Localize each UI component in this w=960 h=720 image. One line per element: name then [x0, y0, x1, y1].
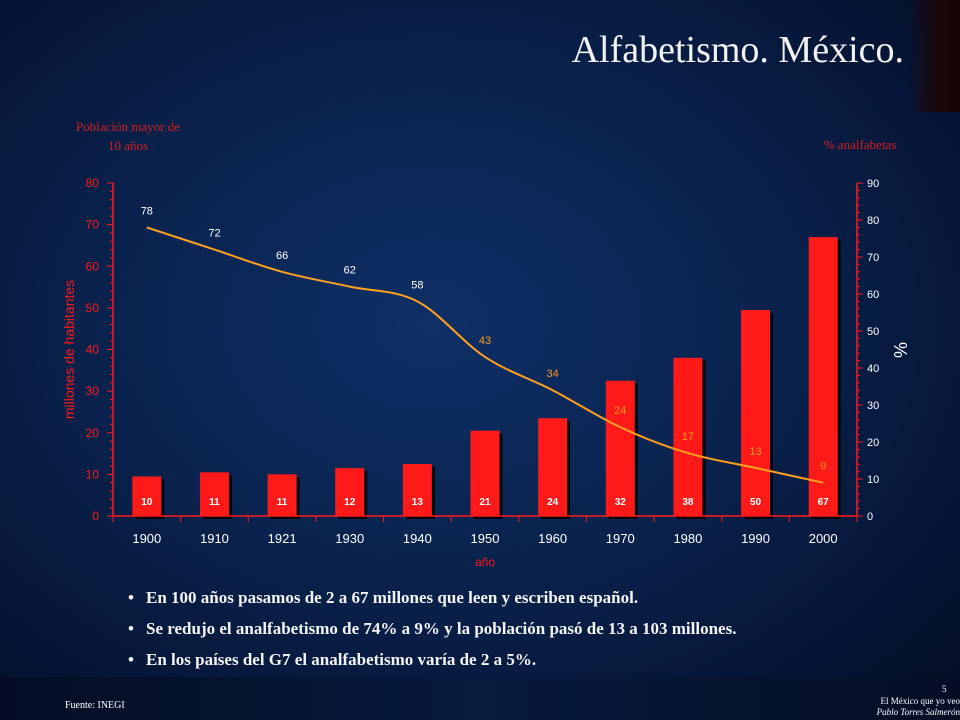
page-title: Alfabetismo. México.	[571, 29, 904, 71]
chart-axes: 0 10 20 30 40 50 60 70 80 0 10 20 30 40 50 60 70 80 90 1900…	[86, 176, 880, 546]
bar	[538, 418, 568, 516]
x-tick-label: 1960	[538, 531, 567, 546]
bar	[808, 237, 838, 517]
illiteracy-line	[146, 226, 824, 484]
y2-tick-label: 50	[867, 326, 879, 338]
bar	[470, 430, 500, 516]
y2-tick-label: 20	[867, 437, 879, 449]
y2-tick-label: 90	[867, 178, 879, 190]
line-value-label: 34	[547, 368, 559, 380]
x-tick-label: 1990	[741, 531, 770, 546]
y2-tick-label: 40	[867, 363, 879, 375]
bar-value-label: 67	[818, 497, 830, 508]
line-value-label: 9	[820, 461, 826, 473]
bar	[199, 472, 229, 516]
bar-value-label: 50	[750, 497, 762, 508]
bar-series: 10 11 11 12 13 21 24 32 38 50 67	[132, 237, 841, 520]
y2-tick-label: 0	[867, 511, 873, 523]
x-tick-label: 1950	[471, 531, 500, 546]
y-axis-label: millones de habitantes	[61, 280, 77, 419]
x-tick-label: 1980	[673, 531, 702, 546]
line-value-label: 43	[479, 335, 491, 347]
bullet-item: En los países del G7 el analfabetismo va…	[128, 650, 928, 670]
bar-value-label: 11	[209, 497, 220, 508]
bar	[402, 463, 432, 516]
line-value-label: 66	[276, 250, 288, 262]
illiteracy-line-series: 78 72 66 62 58 43 34 24 17 13 9	[141, 205, 826, 484]
x-tick-label: 1900	[132, 531, 161, 546]
bar	[605, 380, 635, 516]
bar-value-label: 32	[615, 497, 627, 508]
line-value-label: 62	[344, 265, 356, 277]
left-axis-note-line1: Población mayor de	[76, 119, 180, 134]
y2-tick-label: 10	[867, 474, 879, 486]
bar-value-label: 38	[682, 497, 694, 508]
bar	[335, 468, 365, 516]
x-axis-label: año	[475, 555, 495, 569]
bar-value-label: 21	[479, 497, 491, 508]
line-value-label: 78	[141, 205, 153, 217]
line-value-label: 58	[411, 279, 423, 291]
y2-tick-label: 70	[867, 252, 879, 264]
bar-value-label: 11	[277, 497, 288, 508]
x-tick-label: 1930	[335, 531, 364, 546]
bullet-item: En 100 años pasamos de 2 a 67 millones q…	[128, 588, 928, 608]
y2-tick-label: 80	[867, 215, 879, 227]
x-tick-label: 1940	[403, 531, 432, 546]
y-tick-label: 50	[86, 301, 100, 315]
y-tick-label: 80	[86, 176, 100, 190]
bar	[673, 357, 703, 516]
y-tick-label: 40	[86, 343, 100, 357]
bar	[132, 476, 162, 516]
bar	[267, 474, 297, 516]
credit-author: Pablo Torres Salmerón	[876, 707, 960, 717]
x-tick-label: 1970	[606, 531, 635, 546]
x-tick-label: 1921	[268, 531, 297, 546]
y-tick-label: 0	[92, 509, 99, 523]
y2-axis-label: %	[890, 342, 910, 358]
line-value-label: 17	[682, 431, 694, 443]
bar-value-label: 13	[412, 497, 424, 508]
y2-tick-label: 60	[867, 289, 879, 301]
y-tick-label: 20	[86, 426, 100, 440]
y-tick-label: 60	[86, 259, 100, 273]
x-tick-label: 1910	[200, 531, 229, 546]
y-tick-label: 10	[86, 467, 100, 481]
credit: El México que yo veo Pablo Torres Salmer…	[877, 696, 960, 718]
line-value-label: 13	[749, 446, 761, 458]
y-tick-label: 70	[86, 218, 100, 232]
page-number: 5	[942, 684, 947, 694]
line-value-label: 72	[208, 228, 220, 240]
y-tick-label: 30	[86, 384, 100, 398]
literacy-chart: 10 11 11 12 13 21 24 32 38 50 67 0 10 20 30 40 50 60 70 80…	[61, 176, 910, 569]
bar-value-label: 10	[141, 497, 153, 508]
credit-title: El México que yo veo	[880, 696, 960, 706]
x-tick-label: 2000	[809, 531, 838, 546]
bullet-item: Se redujo el analfabetismo de 74% a 9% y…	[128, 619, 928, 639]
summary-bullets: En 100 años pasamos de 2 a 67 millones q…	[128, 588, 928, 681]
bar	[741, 309, 771, 516]
bar-value-label: 24	[547, 497, 559, 508]
left-axis-note: Población mayor de 10 años	[58, 117, 198, 155]
footer-bar	[0, 677, 960, 720]
y2-tick-label: 30	[867, 400, 879, 412]
corner-shade	[908, 0, 960, 112]
source-note: Fuente: INEGI	[65, 700, 125, 711]
bar-value-label: 12	[344, 497, 356, 508]
left-axis-note-line2: 10 años	[107, 138, 149, 153]
right-axis-note: % analfabetas	[823, 137, 897, 152]
line-value-label: 24	[614, 405, 626, 417]
